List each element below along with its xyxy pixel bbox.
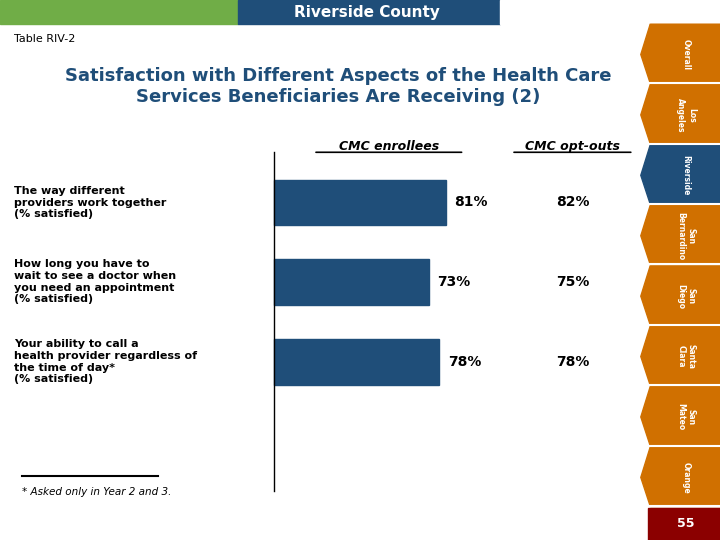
Text: Riverside: Riverside <box>682 155 690 195</box>
Text: CMC enrollees: CMC enrollees <box>338 140 439 153</box>
Text: Santa
Clara: Santa Clara <box>677 344 696 369</box>
Text: 82%: 82% <box>556 195 589 210</box>
Text: Table RIV-2: Table RIV-2 <box>14 34 76 44</box>
Text: San
Bernardino: San Bernardino <box>677 212 696 260</box>
Text: Satisfaction with Different Aspects of the Health Care
Services Beneficiaries Ar: Satisfaction with Different Aspects of t… <box>65 67 612 106</box>
Text: CMC opt-outs: CMC opt-outs <box>525 140 620 153</box>
Text: San
Mateo: San Mateo <box>677 403 696 430</box>
Text: Riverside County: Riverside County <box>294 5 440 20</box>
Text: The way different
providers work together
(% satisfied): The way different providers work togethe… <box>14 186 167 219</box>
Text: * Asked only in Year 2 and 3.: * Asked only in Year 2 and 3. <box>22 488 171 497</box>
Text: Los
Angeles: Los Angeles <box>677 98 696 132</box>
Text: Overall: Overall <box>682 39 690 70</box>
Text: 81%: 81% <box>454 195 487 210</box>
Text: 78%: 78% <box>556 355 589 369</box>
Text: How long you have to
wait to see a doctor when
you need an appointment
(% satisf: How long you have to wait to see a docto… <box>14 260 176 304</box>
Text: 55: 55 <box>678 517 695 530</box>
Text: 78%: 78% <box>448 355 481 369</box>
Text: San
Diego: San Diego <box>677 284 696 309</box>
Text: Orange: Orange <box>682 462 690 493</box>
Text: 75%: 75% <box>556 275 589 289</box>
Text: Your ability to call a
health provider regardless of
the time of day*
(% satisfi: Your ability to call a health provider r… <box>14 340 197 384</box>
Text: 73%: 73% <box>437 275 471 289</box>
